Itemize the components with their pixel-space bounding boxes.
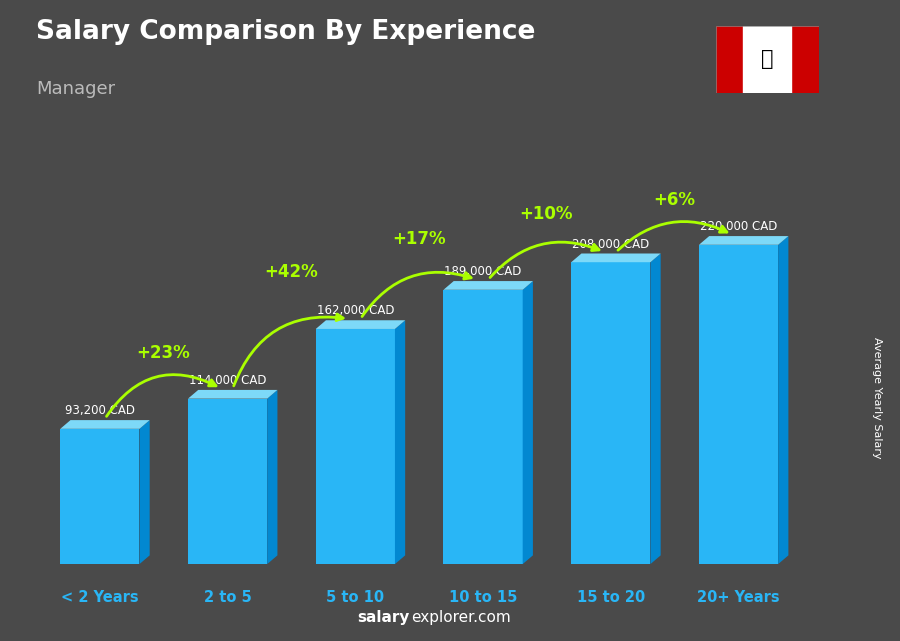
Text: salary: salary [357, 610, 410, 625]
Polygon shape [395, 320, 405, 564]
Text: 2 to 5: 2 to 5 [203, 590, 251, 605]
Text: Manager: Manager [36, 80, 115, 98]
Polygon shape [316, 329, 395, 564]
Polygon shape [140, 420, 149, 564]
Text: 162,000 CAD: 162,000 CAD [317, 304, 394, 317]
Text: 🍁: 🍁 [761, 49, 773, 69]
Text: +23%: +23% [136, 344, 190, 362]
Text: Average Yearly Salary: Average Yearly Salary [872, 337, 883, 458]
Text: 15 to 20: 15 to 20 [577, 590, 645, 605]
Polygon shape [572, 262, 651, 564]
Text: 10 to 15: 10 to 15 [449, 590, 518, 605]
Text: 208,000 CAD: 208,000 CAD [572, 238, 650, 251]
Polygon shape [60, 429, 140, 564]
Polygon shape [572, 253, 661, 262]
Text: explorer.com: explorer.com [411, 610, 511, 625]
Polygon shape [523, 281, 533, 564]
Text: +10%: +10% [519, 205, 573, 223]
Text: +42%: +42% [264, 263, 318, 281]
Polygon shape [444, 281, 533, 290]
Text: 5 to 10: 5 to 10 [327, 590, 384, 605]
Polygon shape [267, 390, 277, 564]
Text: Salary Comparison By Experience: Salary Comparison By Experience [36, 19, 536, 46]
Text: +17%: +17% [392, 229, 446, 247]
Text: 220,000 CAD: 220,000 CAD [700, 220, 778, 233]
Text: 93,200 CAD: 93,200 CAD [65, 404, 135, 417]
Polygon shape [188, 390, 277, 399]
Polygon shape [651, 253, 661, 564]
Polygon shape [778, 236, 788, 564]
Polygon shape [60, 420, 149, 429]
Polygon shape [444, 290, 523, 564]
Text: +6%: +6% [653, 190, 695, 208]
Polygon shape [188, 399, 267, 564]
Bar [791, 26, 819, 93]
Bar [743, 26, 791, 93]
Bar [716, 26, 743, 93]
Text: 20+ Years: 20+ Years [698, 590, 780, 605]
Polygon shape [316, 320, 405, 329]
Text: 114,000 CAD: 114,000 CAD [189, 374, 266, 387]
Text: 189,000 CAD: 189,000 CAD [445, 265, 522, 278]
Polygon shape [699, 236, 788, 245]
Polygon shape [699, 245, 778, 564]
Text: < 2 Years: < 2 Years [61, 590, 139, 605]
